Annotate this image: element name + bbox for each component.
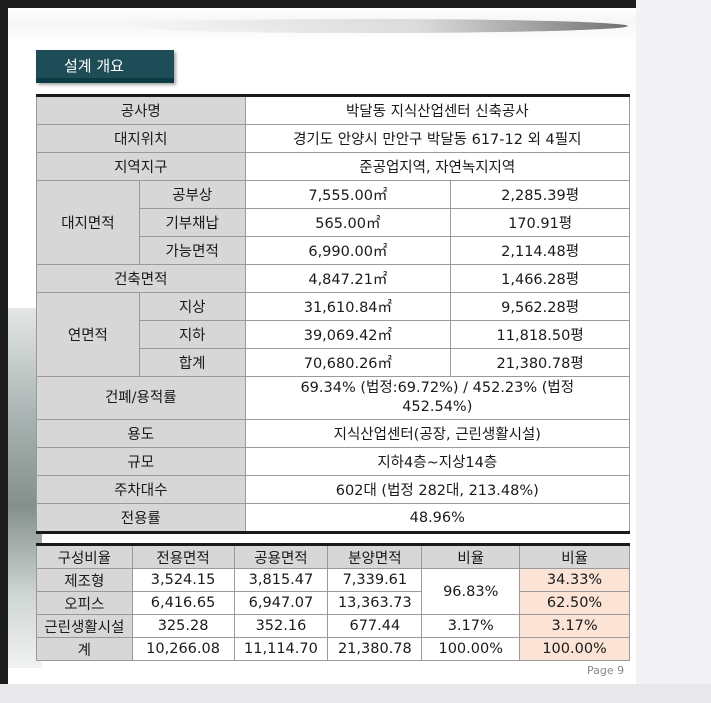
document-page: 설계 개요 공사명 박달동 지식산업센터 신축공사 대지위치 경기도 안양시 만… xyxy=(8,8,636,684)
section-title: 설계 개요 xyxy=(36,50,174,83)
building-area-pyeong: 1,466.28평 xyxy=(450,264,630,293)
table-row: 연면적 지상 31,610.84㎡ 9,562.28평 xyxy=(36,292,630,377)
bottom-background-strip xyxy=(0,684,711,703)
exclusive-area-cell: 6,416.65 xyxy=(131,591,235,615)
merged-ratio-cell: 96.83% xyxy=(421,568,521,615)
site-area-row-label: 기부채납 xyxy=(138,208,246,237)
column-header: 비율 xyxy=(421,544,521,569)
use-value: 지식산업센터(공장, 근린생활시설) xyxy=(244,419,631,448)
floor-area-sqm: 70,680.26㎡ xyxy=(244,348,452,377)
floor-area-row-label: 합계 xyxy=(138,348,246,377)
site-location-value: 경기도 안양시 만안구 박달동 617-12 외 4필지 xyxy=(244,124,631,153)
table-row: 합계 70,680.26㎡ 21,380.78평 xyxy=(37,348,630,377)
project-name-label: 공사명 xyxy=(36,95,246,125)
right-background-strip xyxy=(636,0,711,703)
table-row: 지하 39,069.42㎡ 11,818.50평 xyxy=(37,320,630,349)
site-area-pyeong: 2,285.39평 xyxy=(450,180,630,209)
parking-label: 주차대수 xyxy=(36,475,246,504)
use-label: 용도 xyxy=(36,419,246,448)
exclusive-area-cell: 10,266.08 xyxy=(131,637,235,661)
table-row: 제조형 3,524.15 3,815.47 7,339.61 96.83% 34… xyxy=(36,568,630,615)
column-header: 구성비율 xyxy=(36,544,133,569)
site-location-label: 대지위치 xyxy=(36,124,246,153)
table-row: 근린생활시설 325.28 352.16 677.44 3.17% 3.17% xyxy=(36,614,630,638)
exclusive-rate-label: 전용률 xyxy=(36,503,246,533)
site-area-sqm: 6,990.00㎡ xyxy=(244,236,452,265)
column-header: 공용면적 xyxy=(233,544,329,569)
building-area-label: 건축면적 xyxy=(36,264,246,293)
table-header-row: 구성비율 전용면적 공용면적 분양면적 비율 비율 xyxy=(36,544,630,569)
floor-area-sqm: 39,069.42㎡ xyxy=(244,320,452,349)
exclusive-area-cell: 325.28 xyxy=(131,614,235,638)
building-area-sqm: 4,847.21㎡ xyxy=(244,264,452,293)
overview-table: 공사명 박달동 지식산업센터 신축공사 대지위치 경기도 안양시 만안구 박달동… xyxy=(36,94,631,534)
floor-area-pyeong: 9,562.28평 xyxy=(450,292,630,321)
table-row: 주차대수 602대 (법정 282대, 213.48%) xyxy=(36,475,631,504)
floor-area-label: 연면적 xyxy=(36,292,140,377)
table-row: 규모 지하4층~지상14층 xyxy=(36,447,631,476)
table-row: 대지면적 공부상 7,555.00㎡ 2,285.39평 xyxy=(36,180,630,265)
column-header: 비율 xyxy=(519,544,630,569)
site-area-pyeong: 170.91평 xyxy=(450,208,630,237)
sale-area-cell: 677.44 xyxy=(327,614,423,638)
table-row: 공사명 박달동 지식산업센터 신축공사 xyxy=(36,95,631,125)
floor-area-row-label: 지상 xyxy=(138,292,246,321)
column-header: 분양면적 xyxy=(327,544,423,569)
parking-value: 602대 (법정 282대, 213.48%) xyxy=(244,475,631,504)
sale-area-cell: 13,363.73 xyxy=(327,591,423,615)
site-area-row-label: 공부상 xyxy=(138,180,246,209)
site-area-sqm: 7,555.00㎡ xyxy=(244,180,452,209)
common-area-cell: 6,947.07 xyxy=(233,591,329,615)
sale-area-cell: 21,380.78 xyxy=(327,637,423,661)
column-header: 전용면적 xyxy=(131,544,235,569)
sale-area-cell: 7,339.61 xyxy=(327,568,423,592)
composition-table: 구성비율 전용면적 공용면적 분양면적 비율 비율 제조형 3,524.15 3… xyxy=(36,543,630,661)
table-row: 지역지구 준공업지역, 자연녹지지역 xyxy=(36,152,631,181)
exclusive-rate-value: 48.96% xyxy=(244,503,631,533)
table-row: 대지위치 경기도 안양시 만안구 박달동 617-12 외 4필지 xyxy=(36,124,631,153)
ratio-cell: 100.00% xyxy=(519,637,630,661)
scale-label: 규모 xyxy=(36,447,246,476)
table-row: 전용률 48.96% xyxy=(36,503,631,533)
table-row: 건폐/용적률 69.34% (법정:69.72%) / 452.23% (법정 … xyxy=(36,376,631,420)
table-row: 기부채납 565.00㎡ 170.91평 xyxy=(37,208,630,237)
floor-area-pyeong: 21,380.78평 xyxy=(450,348,630,377)
ratio-cell: 34.33% xyxy=(519,568,630,592)
row-name: 제조형 xyxy=(36,568,133,592)
table-row: 건축면적 4,847.21㎡ 1,466.28평 xyxy=(36,264,630,293)
floor-area-row-label: 지하 xyxy=(138,320,246,349)
table-row: 오피스 6,416.65 6,947.07 13,363.73 62.50% xyxy=(36,591,630,615)
common-area-cell: 3,815.47 xyxy=(233,568,329,592)
coverage-value: 69.34% (법정:69.72%) / 452.23% (법정 452.54%… xyxy=(244,376,631,420)
page-number: Page 9 xyxy=(587,664,625,677)
table-row: 가능면적 6,990.00㎡ 2,114.48평 xyxy=(37,236,630,265)
ratio-cell: 3.17% xyxy=(421,614,521,638)
site-area-label: 대지면적 xyxy=(36,180,140,265)
project-name-value: 박달동 지식산업센터 신축공사 xyxy=(244,95,631,125)
row-name: 계 xyxy=(36,637,133,661)
ratio-cell: 62.50% xyxy=(519,591,630,615)
site-area-sqm: 565.00㎡ xyxy=(244,208,452,237)
ratio-cell: 100.00% xyxy=(421,637,521,661)
row-name: 근린생활시설 xyxy=(36,614,133,638)
site-area-pyeong: 2,114.48평 xyxy=(450,236,630,265)
zone-value: 준공업지역, 자연녹지지역 xyxy=(244,152,631,181)
scale-value: 지하4층~지상14층 xyxy=(244,447,631,476)
ratio-cell: 3.17% xyxy=(519,614,630,638)
zone-label: 지역지구 xyxy=(36,152,246,181)
table-row: 용도 지식산업센터(공장, 근린생활시설) xyxy=(36,419,631,448)
floor-area-pyeong: 11,818.50평 xyxy=(450,320,630,349)
floor-area-sqm: 31,610.84㎡ xyxy=(244,292,452,321)
exclusive-area-cell: 3,524.15 xyxy=(131,568,235,592)
top-swoosh-decoration xyxy=(108,19,628,33)
site-area-row-label: 가능면적 xyxy=(138,236,246,265)
coverage-label: 건폐/용적률 xyxy=(36,376,246,420)
common-area-cell: 352.16 xyxy=(233,614,329,638)
table-row: 계 10,266.08 11,114.70 21,380.78 100.00% … xyxy=(36,637,630,661)
row-name: 오피스 xyxy=(36,591,133,615)
common-area-cell: 11,114.70 xyxy=(233,637,329,661)
